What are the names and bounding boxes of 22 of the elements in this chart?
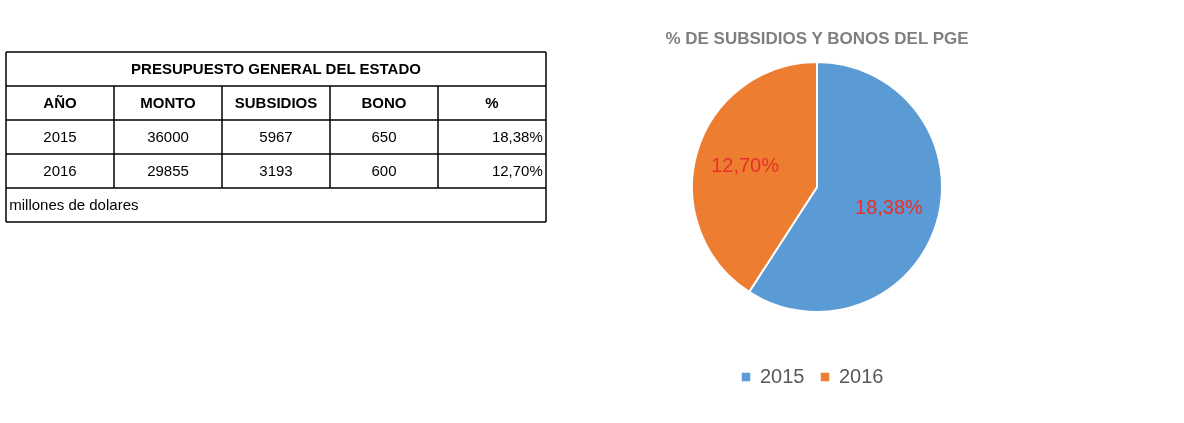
data-label: 12,70% — [711, 153, 780, 176]
data-label: 18,38% — [855, 196, 924, 219]
category-label: AÑO — [43, 94, 77, 111]
text: 3193 — [259, 162, 293, 179]
text: 650 — [371, 128, 397, 145]
text: 18,38% — [491, 128, 543, 145]
category-label: SUBSIDIOS — [234, 94, 318, 111]
text: 2016 — [43, 162, 77, 179]
text: 29855 — [147, 162, 189, 179]
text: 36000 — [147, 128, 189, 145]
text: 12,70% — [491, 162, 543, 179]
category-label: BONO — [361, 94, 407, 111]
text: 600 — [371, 162, 397, 179]
legend-label: 2016 — [839, 365, 884, 387]
category-label: % — [485, 94, 499, 111]
chart-title: % DE SUBSIDIOS Y BONOS DEL PGE — [665, 29, 969, 48]
text: 5967 — [259, 128, 293, 145]
legend-label: 2015 — [760, 365, 805, 387]
text: millones de dolares — [9, 196, 139, 213]
category-label: MONTO — [140, 94, 197, 111]
text: 2015 — [43, 128, 77, 145]
text: PRESUPUESTO GENERAL DEL ESTADO — [131, 60, 422, 77]
